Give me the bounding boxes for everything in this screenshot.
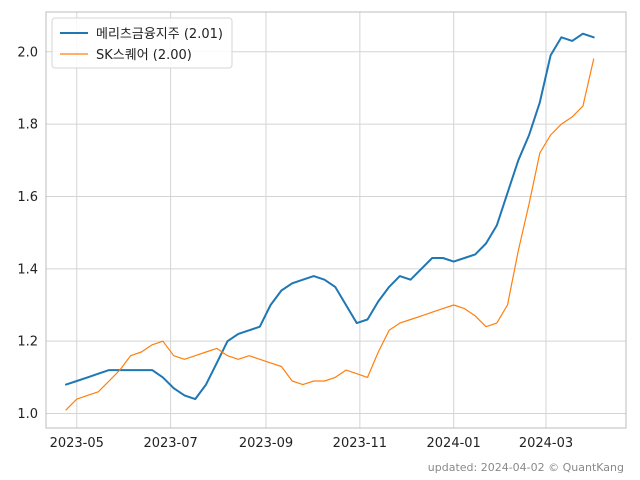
y-tick-labels: 1.0 1.2 1.4 1.6 1.8 2.0 xyxy=(17,45,38,422)
x-tick-label: 2023-09 xyxy=(239,436,293,451)
y-tick-label: 1.2 xyxy=(17,335,38,350)
series-line-sk-square xyxy=(65,58,595,411)
legend-box xyxy=(51,17,233,69)
x-tick-label: 2023-05 xyxy=(50,436,104,451)
y-tick-label: 1.4 xyxy=(17,262,38,277)
y-tick-label: 1.8 xyxy=(17,118,38,133)
x-tick-label: 2024-01 xyxy=(427,436,481,451)
footer-credit: updated: 2024-04-02 © QuantKang xyxy=(428,461,624,474)
y-tick-label: 1.0 xyxy=(17,407,38,422)
x-tick-labels: 2023-05 2023-07 2023-09 2023-11 2024-01 2024-… xyxy=(50,436,574,451)
legend: 메리츠금융지주 (2.01) SK스퀘어 (2.00) xyxy=(51,17,233,69)
series-layer xyxy=(65,32,595,411)
y-tick-label: 1.6 xyxy=(17,190,38,205)
y-tick-label: 2.0 xyxy=(17,45,38,60)
x-tick-label: 2023-07 xyxy=(143,436,197,451)
series-line-meritz xyxy=(65,32,595,401)
legend-label-sk-square: SK스퀘어 (2.00) xyxy=(96,48,192,63)
x-tick-label: 2023-11 xyxy=(333,436,387,451)
x-tick-label: 2024-03 xyxy=(519,436,573,451)
plot-frame xyxy=(45,11,627,429)
legend-label-meritz: 메리츠금융지주 (2.01) xyxy=(96,27,223,42)
